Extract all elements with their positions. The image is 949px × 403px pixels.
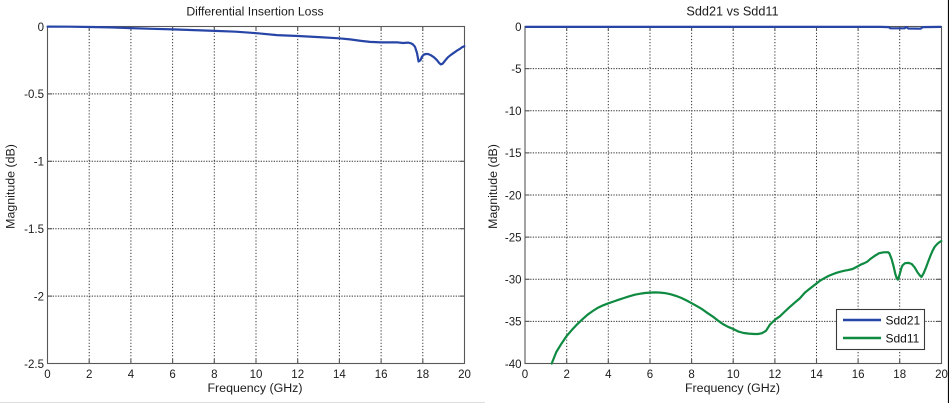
svg-text:14: 14 — [810, 369, 823, 381]
svg-text:4: 4 — [128, 369, 135, 381]
svg-text:-35: -35 — [505, 317, 522, 329]
svg-text:-40: -40 — [505, 359, 522, 371]
svg-text:14: 14 — [333, 369, 346, 381]
svg-text:6: 6 — [169, 369, 175, 381]
svg-text:-1: -1 — [34, 157, 44, 169]
svg-text:Sdd21: Sdd21 — [886, 313, 921, 327]
svg-text:16: 16 — [375, 369, 388, 381]
svg-text:4: 4 — [605, 369, 612, 381]
svg-text:2: 2 — [86, 369, 92, 381]
svg-text:0: 0 — [515, 22, 521, 34]
svg-text:0: 0 — [38, 22, 44, 34]
svg-text:Magnitude (dB): Magnitude (dB) — [486, 144, 500, 229]
svg-text:-0.5: -0.5 — [24, 89, 44, 101]
svg-text:10: 10 — [727, 369, 740, 381]
svg-text:0: 0 — [522, 369, 528, 381]
svg-text:-30: -30 — [505, 275, 522, 287]
svg-text:-20: -20 — [505, 190, 522, 202]
svg-text:Differential Insertion Loss: Differential Insertion Loss — [186, 5, 323, 19]
svg-text:8: 8 — [211, 369, 217, 381]
svg-text:-5: -5 — [511, 64, 521, 76]
svg-text:16: 16 — [852, 369, 865, 381]
svg-text:Sdd11: Sdd11 — [886, 331, 920, 345]
svg-text:-10: -10 — [505, 106, 522, 118]
svg-text:Frequency (GHz): Frequency (GHz) — [685, 381, 780, 395]
svg-text:-25: -25 — [505, 232, 522, 244]
svg-text:2: 2 — [563, 369, 569, 381]
svg-text:20: 20 — [458, 369, 471, 381]
svg-text:Sdd21 vs Sdd11: Sdd21 vs Sdd11 — [686, 5, 778, 19]
svg-text:-2: -2 — [34, 291, 44, 303]
svg-text:10: 10 — [250, 369, 263, 381]
svg-text:0: 0 — [44, 369, 50, 381]
svg-text:12: 12 — [769, 369, 782, 381]
svg-text:-2.5: -2.5 — [24, 359, 44, 371]
svg-text:18: 18 — [893, 369, 906, 381]
svg-text:Magnitude (dB): Magnitude (dB) — [4, 144, 18, 229]
svg-text:8: 8 — [688, 369, 694, 381]
svg-text:12: 12 — [291, 369, 304, 381]
svg-text:Frequency (GHz): Frequency (GHz) — [207, 381, 302, 395]
svg-text:-15: -15 — [505, 148, 522, 160]
svg-text:-1.5: -1.5 — [24, 224, 44, 236]
svg-text:20: 20 — [935, 369, 948, 381]
svg-text:6: 6 — [647, 369, 653, 381]
svg-text:18: 18 — [416, 369, 429, 381]
